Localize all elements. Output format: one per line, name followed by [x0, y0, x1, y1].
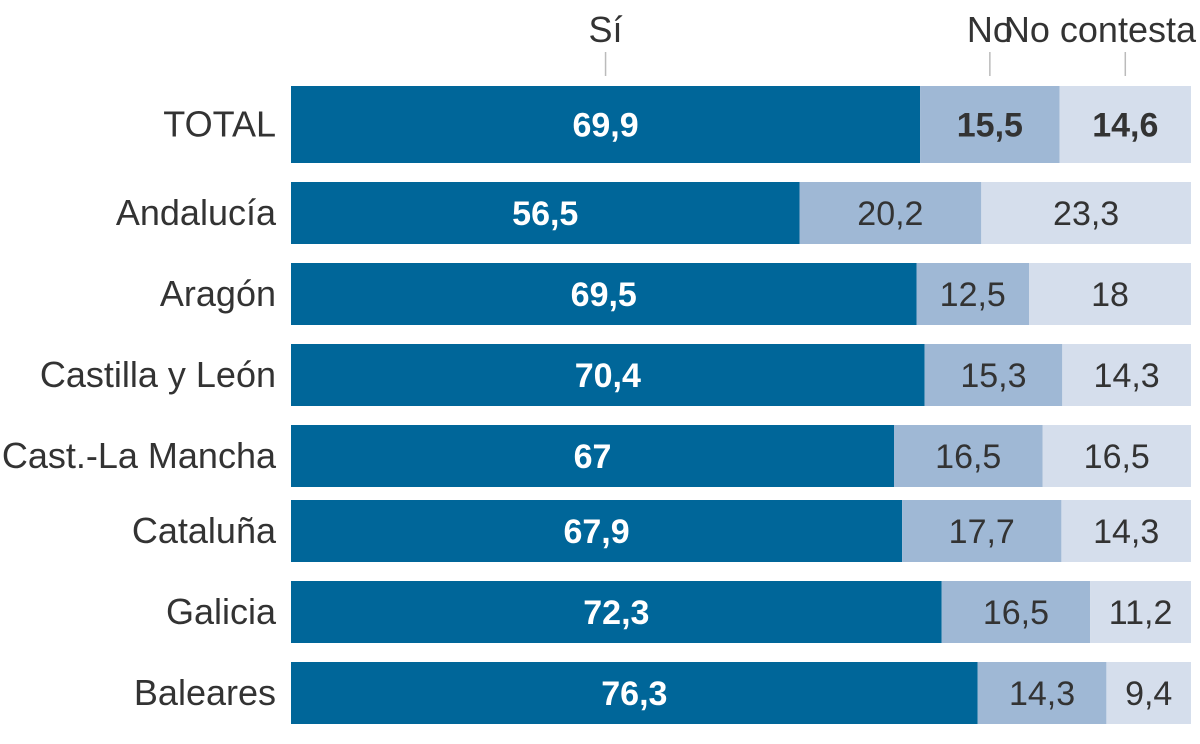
- bar-no-total: [920, 86, 1060, 163]
- category-labels: TOTAL Andalucía Aragón Castilla y León Cast.…: [2, 104, 277, 714]
- value-label-no-cataluna: 17,7: [949, 513, 1015, 551]
- bar-si-galicia: [291, 581, 942, 643]
- value-label-no-contesta-castilla-y-leon: 14,3: [1094, 357, 1160, 395]
- legend-label-si: Sí: [589, 9, 623, 50]
- category-label-total: TOTAL: [163, 104, 276, 145]
- value-label-no-andalucia: 20,2: [857, 195, 923, 233]
- bar-no-contesta-andalucia: [981, 182, 1191, 244]
- value-label-si-andalucia: 56,5: [512, 195, 578, 233]
- bar-no-contesta-baleares: [1106, 662, 1191, 724]
- bars: 69,9 15,5 14,6 56,5 20,2 23,3 69,5 12,5 18 70,4 15…: [291, 86, 1191, 724]
- bar-no-aragon: [916, 263, 1029, 325]
- value-label-si-total: 69,9: [572, 107, 638, 145]
- value-label-si-cast-la-mancha: 67: [574, 438, 612, 476]
- value-label-no-contesta-andalucia: 23,3: [1053, 195, 1119, 233]
- value-label-no-contesta-cataluna: 14,3: [1093, 513, 1159, 551]
- bar-no-contesta-total: [1059, 86, 1191, 163]
- value-label-no-baleares: 14,3: [1009, 675, 1075, 713]
- category-label-castilla-y-leon: Castilla y León: [40, 354, 276, 395]
- bar-no-cast-la-mancha: [894, 425, 1043, 487]
- value-label-no-aragon: 12,5: [940, 276, 1006, 314]
- value-label-si-galicia: 72,3: [583, 594, 649, 632]
- value-label-si-castilla-y-leon: 70,4: [575, 357, 641, 395]
- bar-no-baleares: [977, 662, 1107, 724]
- bar-no-contesta-galicia: [1090, 581, 1191, 643]
- value-label-no-castilla-y-leon: 15,3: [960, 357, 1026, 395]
- category-label-aragon: Aragón: [160, 273, 276, 314]
- category-label-galicia: Galicia: [166, 591, 277, 632]
- bar-no-cataluna: [902, 500, 1062, 562]
- bar-no-contesta-castilla-y-leon: [1062, 344, 1191, 406]
- bar-si-total: [291, 86, 921, 163]
- value-label-si-baleares: 76,3: [601, 675, 667, 713]
- bar-no-contesta-aragon: [1029, 263, 1191, 325]
- legend-label-no-contesta: No contesta: [1004, 9, 1197, 50]
- bar-si-cast-la-mancha: [291, 425, 894, 487]
- category-label-andalucia: Andalucía: [116, 192, 277, 233]
- bar-no-andalucia: [799, 182, 982, 244]
- value-label-no-contesta-baleares: 9,4: [1125, 675, 1172, 713]
- value-label-si-cataluna: 67,9: [563, 513, 629, 551]
- bar-no-castilla-y-leon: [924, 344, 1063, 406]
- value-label-no-total: 15,5: [957, 107, 1023, 145]
- legend-label-no: No: [967, 9, 1013, 50]
- value-label-no-contesta-aragon: 18: [1091, 276, 1129, 314]
- bar-no-contesta-cast-la-mancha: [1042, 425, 1191, 487]
- bar-no-galicia: [941, 581, 1091, 643]
- value-label-no-contesta-cast-la-mancha: 16,5: [1084, 438, 1150, 476]
- value-label-no-galicia: 16,5: [983, 594, 1049, 632]
- category-label-cast-la-mancha: Cast.-La Mancha: [2, 435, 277, 476]
- bar-si-andalucia: [291, 182, 800, 244]
- category-label-cataluna: Cataluña: [132, 510, 277, 551]
- bar-si-cataluna: [291, 500, 903, 562]
- category-label-baleares: Baleares: [134, 672, 276, 713]
- bar-no-contesta-cataluna: [1061, 500, 1191, 562]
- value-label-no-cast-la-mancha: 16,5: [935, 438, 1001, 476]
- value-label-no-contesta-galicia: 11,2: [1109, 594, 1173, 632]
- value-label-no-contesta-total: 14,6: [1092, 107, 1158, 145]
- bar-si-castilla-y-leon: [291, 344, 925, 406]
- value-label-si-aragon: 69,5: [571, 276, 637, 314]
- bar-si-baleares: [291, 662, 978, 724]
- bar-si-aragon: [291, 263, 917, 325]
